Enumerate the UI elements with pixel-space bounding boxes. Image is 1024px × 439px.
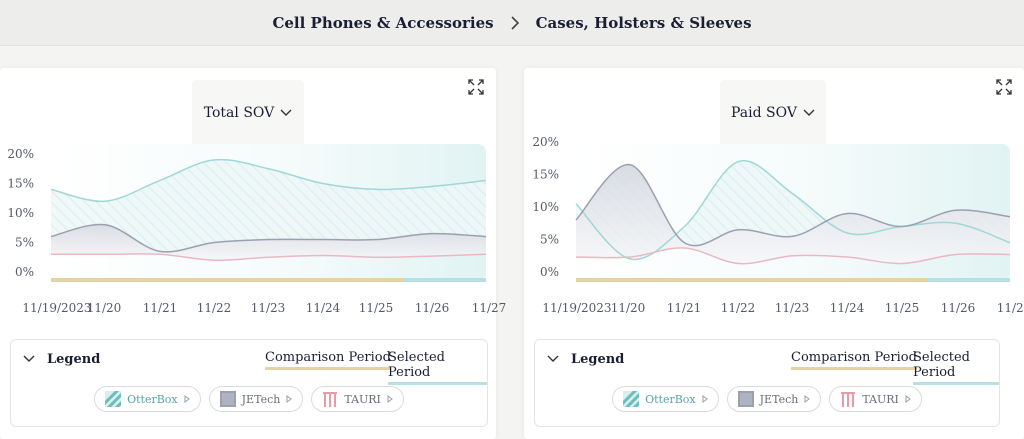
x-tick-label: 11/19/2023: [542, 301, 611, 315]
y-tick-label: 15%: [7, 177, 34, 191]
breadcrumb-subcategory[interactable]: Cases, Holsters & Sleeves: [536, 14, 752, 32]
y-tick-label: 10%: [532, 200, 559, 214]
paid-sov-chart: M20%15%10%5%0%11/19/202311/2011/2111/221…: [524, 152, 1024, 328]
x-tick-label: 11/20: [87, 301, 122, 315]
x-tick-label: 11/21: [667, 301, 702, 315]
solid-swatch-icon: [220, 391, 236, 407]
chevron-down-icon: [803, 109, 815, 117]
breadcrumb-category[interactable]: Cell Phones & Accessories: [272, 14, 493, 32]
legend-chip-jetech[interactable]: JETech: [727, 386, 822, 412]
legend-chip-label: JETech: [760, 393, 799, 406]
play-icon: [702, 395, 708, 403]
comparison-period-bar: [576, 278, 928, 282]
play-icon: [286, 395, 292, 403]
x-tick-label: 11/24: [830, 301, 865, 315]
striped-swatch-icon: [322, 391, 338, 407]
y-tick-label: 0%: [540, 265, 559, 279]
paid-sov-panel: Paid SOV M20%15%10%5%0%11/19/202311/2011…: [524, 68, 1024, 439]
selected-period-label: Selected Period: [388, 350, 487, 385]
x-tick-label: 11/25: [359, 301, 394, 315]
striped-swatch-icon: [840, 391, 856, 407]
play-icon: [905, 395, 911, 403]
breadcrumb: Cell Phones & Accessories Cases, Holster…: [0, 0, 1024, 46]
legend-chip-otterbox[interactable]: OtterBox: [612, 386, 719, 412]
selected-period-bar: [928, 278, 1010, 282]
legend-chip-label: OtterBox: [127, 393, 178, 406]
legend-chip-tauri[interactable]: TAURI: [311, 386, 404, 412]
total-sov-chart: M20%15%10%5%0%11/19/202311/2011/2111/221…: [0, 152, 496, 328]
chevron-down-icon[interactable]: [23, 355, 35, 363]
legend-panel: Legend Comparison Period Selected Period…: [10, 339, 488, 427]
x-tick-label: 11/26: [415, 301, 450, 315]
comparison-period-bar: [51, 278, 404, 282]
x-tick-label: 11/25: [885, 301, 920, 315]
comparison-period-label: Comparison Period: [265, 350, 391, 370]
x-tick-label: 11/26: [941, 301, 976, 315]
legend-panel: Legend Comparison Period Selected Period…: [534, 339, 1000, 427]
play-icon: [804, 395, 810, 403]
y-tick-label: 0%: [15, 265, 34, 279]
sov-metric-dropdown[interactable]: Paid SOV: [720, 80, 826, 146]
selected-period-label: Selected Period: [913, 350, 999, 385]
y-tick-label: 5%: [540, 233, 559, 247]
expand-icon[interactable]: [996, 79, 1012, 95]
x-tick-label: 11/27: [472, 301, 507, 315]
chevron-right-icon: [510, 16, 520, 30]
play-icon: [184, 395, 190, 403]
x-tick-label: 11/23: [775, 301, 810, 315]
hatched-swatch-icon: [623, 391, 639, 407]
x-tick-label: 11/22: [197, 301, 232, 315]
y-tick-label: 15%: [532, 168, 559, 182]
legend-chip-label: TAURI: [862, 393, 899, 406]
hatched-swatch-icon: [105, 391, 121, 407]
chevron-down-icon: [280, 109, 292, 117]
y-tick-label: 5%: [15, 236, 34, 250]
legend-chip-tauri[interactable]: TAURI: [829, 386, 922, 412]
x-tick-label: 11/27: [997, 301, 1024, 315]
x-tick-label: 11/24: [306, 301, 341, 315]
play-icon: [387, 395, 393, 403]
sov-metric-dropdown[interactable]: Total SOV: [192, 80, 304, 146]
sov-metric-label: Total SOV: [204, 105, 275, 121]
x-tick-label: 11/21: [143, 301, 178, 315]
x-tick-label: 11/22: [721, 301, 756, 315]
legend-chip-label: TAURI: [344, 393, 381, 406]
expand-icon[interactable]: [468, 79, 484, 95]
x-tick-label: 11/20: [611, 301, 646, 315]
solid-swatch-icon: [738, 391, 754, 407]
selected-period-bar: [404, 278, 486, 282]
comparison-period-label: Comparison Period: [791, 350, 917, 370]
total-sov-panel: Total SOV M20%15%10%5%0%11/19/202311/201…: [0, 68, 496, 439]
chevron-down-icon[interactable]: [547, 355, 559, 363]
legend-chip-otterbox[interactable]: OtterBox: [94, 386, 201, 412]
y-tick-label: 10%: [7, 206, 34, 220]
legend-chip-jetech[interactable]: JETech: [209, 386, 304, 412]
sov-metric-label: Paid SOV: [731, 105, 797, 121]
y-tick-label: 20%: [532, 135, 559, 149]
x-tick-label: 11/23: [251, 301, 286, 315]
x-tick-label: 11/19/2023: [22, 301, 91, 315]
legend-chip-label: JETech: [242, 393, 281, 406]
legend-title: Legend: [571, 352, 624, 367]
legend-chip-label: OtterBox: [645, 393, 696, 406]
legend-title: Legend: [47, 352, 100, 367]
y-tick-label: 20%: [7, 147, 34, 161]
